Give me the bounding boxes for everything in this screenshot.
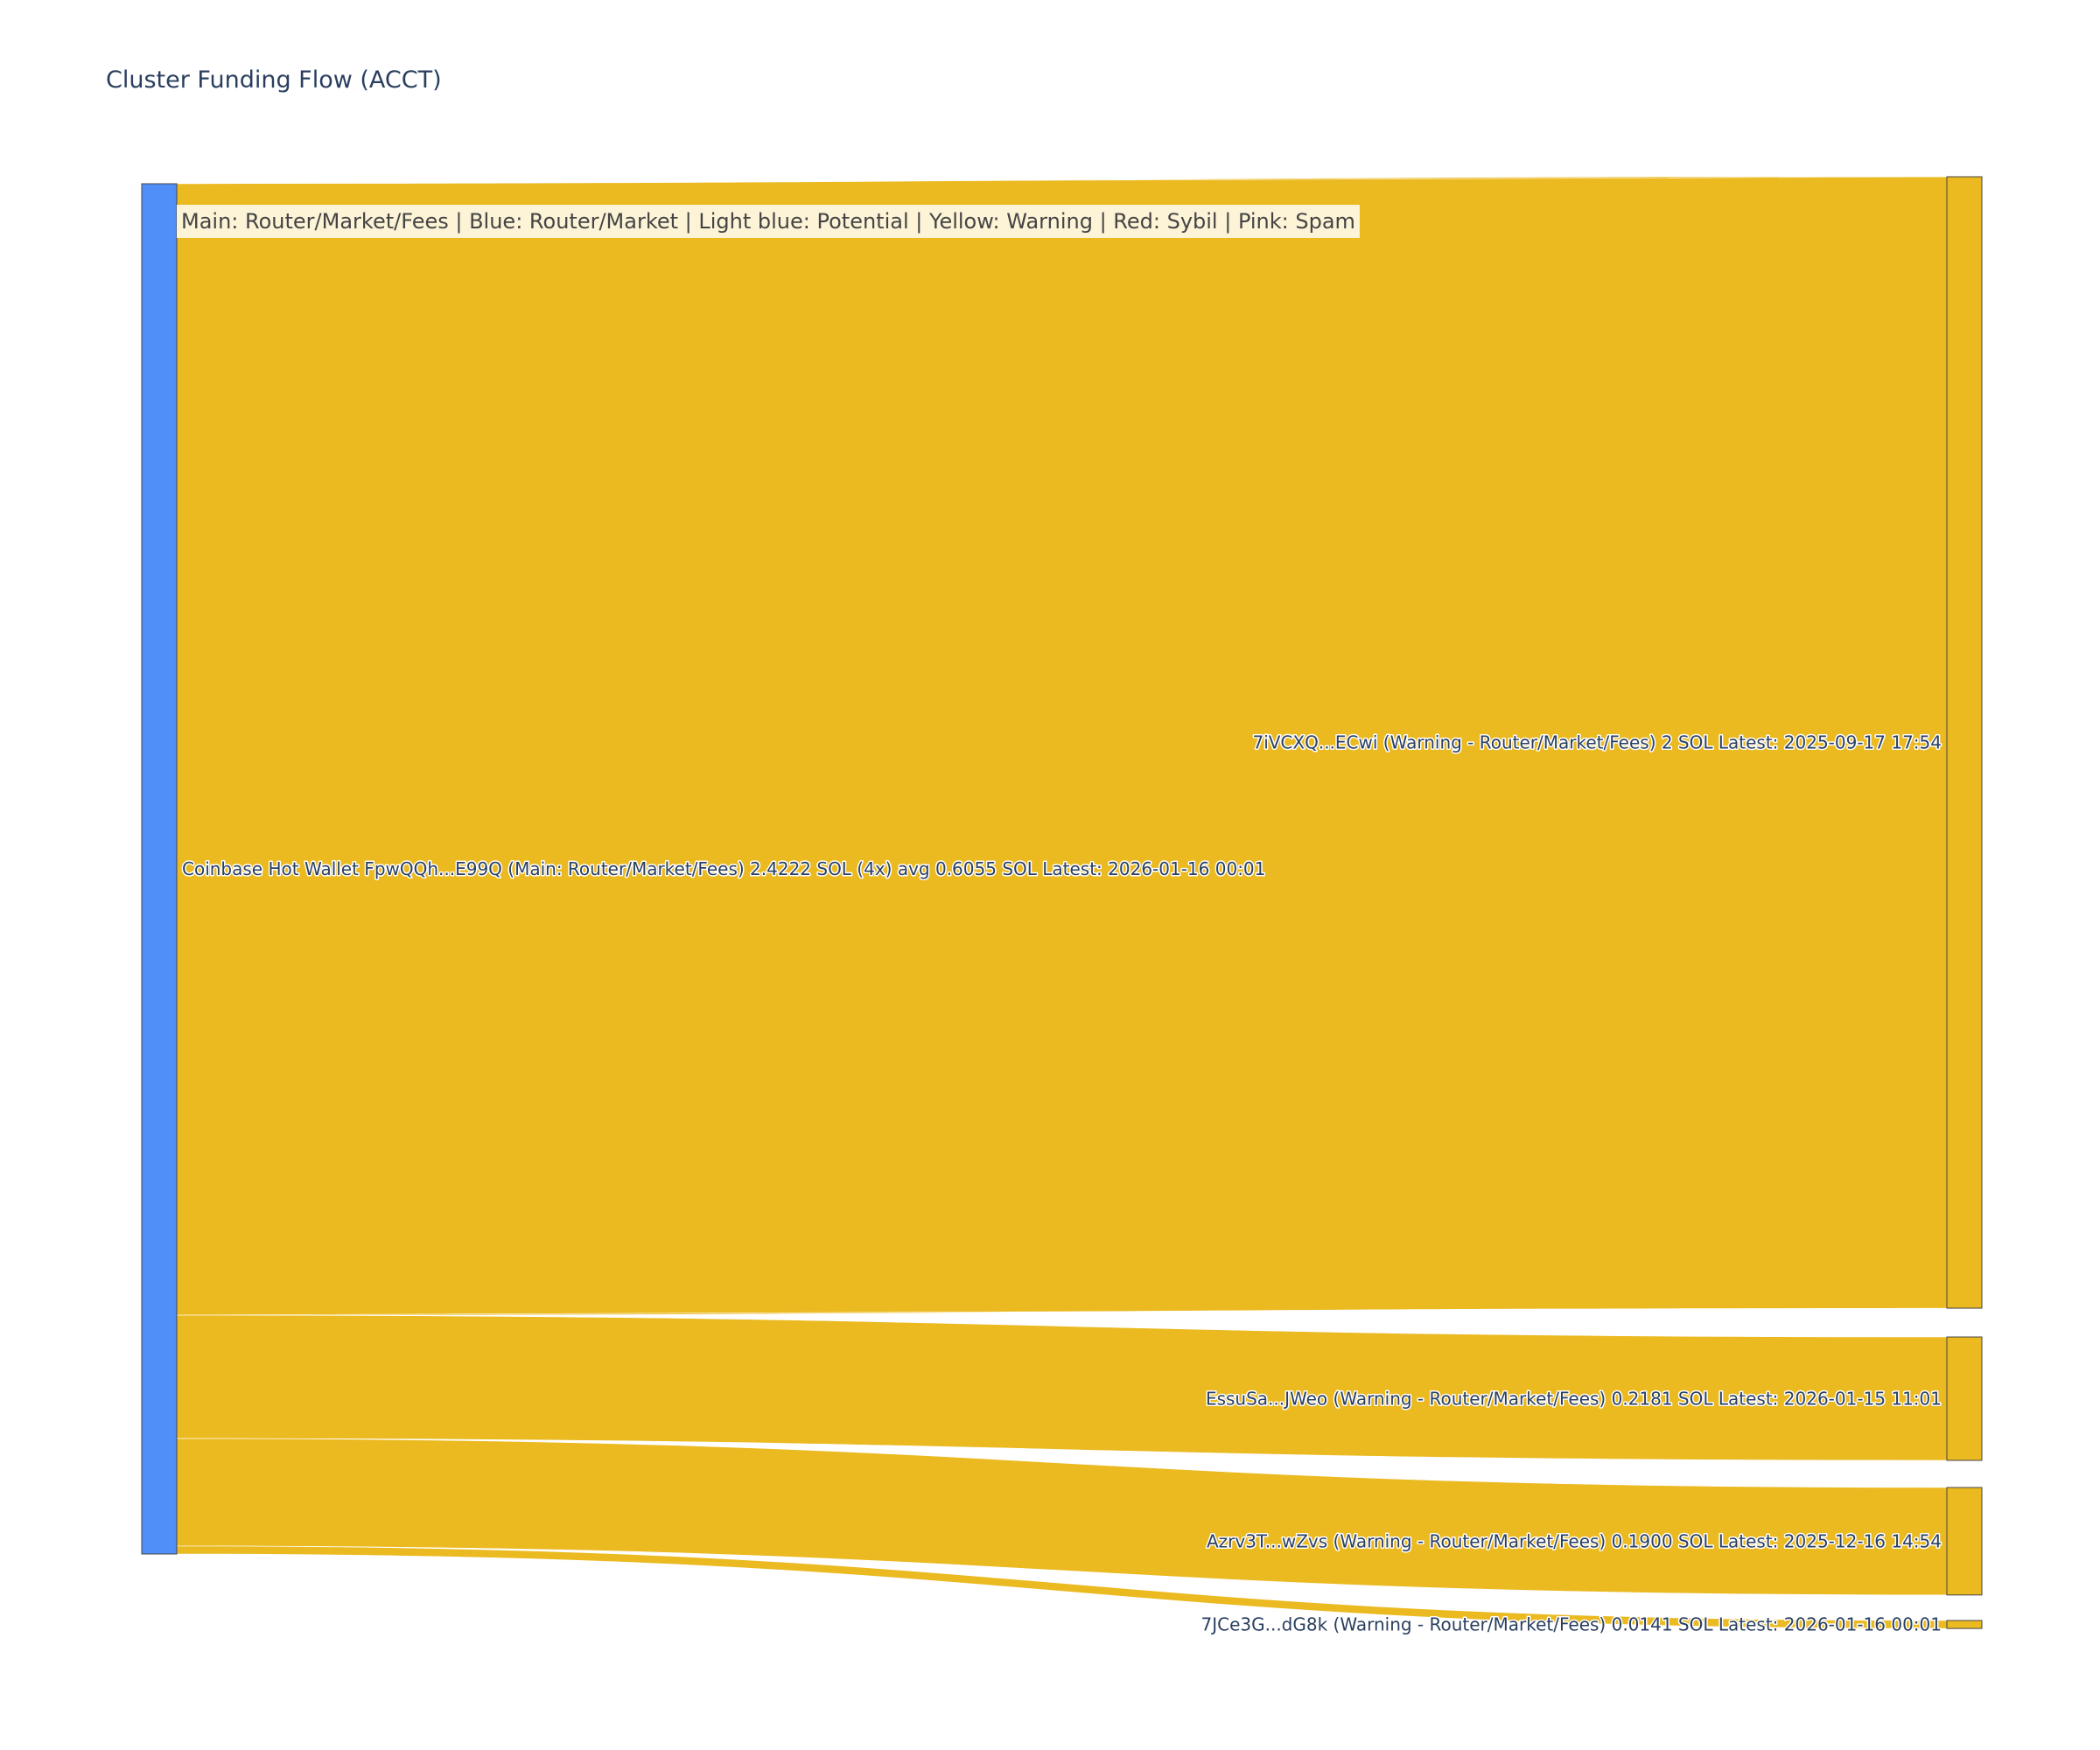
labels-layer: Coinbase Hot Wallet FpwQQh...E99Q (Main:…: [181, 731, 1943, 1636]
legend-background: [177, 205, 1360, 238]
node-label-source: Coinbase Hot Wallet FpwQQh...E99Q (Main:…: [182, 858, 1265, 879]
node-label-t3: Azrv3T...wZvs (Warning - Router/Market/F…: [1207, 1530, 1942, 1551]
node-label-t2: EssuSa...JWeo (Warning - Router/Market/F…: [1206, 1389, 1942, 1410]
nodes-layer: [141, 176, 1983, 1629]
node-source[interactable]: [141, 183, 178, 1555]
node-t2[interactable]: [1946, 1336, 1983, 1461]
node-label-t1: 7iVCXQ...ECwi (Warning - Router/Market/F…: [1252, 732, 1942, 753]
node-t4[interactable]: [1946, 1620, 1983, 1629]
legend-layer: Main: Router/Market/Fees | Blue: Router/…: [177, 205, 1360, 238]
node-t1[interactable]: [1946, 176, 1983, 1309]
node-t3[interactable]: [1946, 1487, 1983, 1596]
links-layer: [176, 176, 1948, 1629]
legend-note: Main: Router/Market/Fees | Blue: Router/…: [181, 209, 1355, 234]
node-label-t4: 7JCe3G...dG8k (Warning - Router/Market/F…: [1200, 1614, 1942, 1635]
chart-title: Cluster Funding Flow (ACCT): [106, 66, 442, 94]
